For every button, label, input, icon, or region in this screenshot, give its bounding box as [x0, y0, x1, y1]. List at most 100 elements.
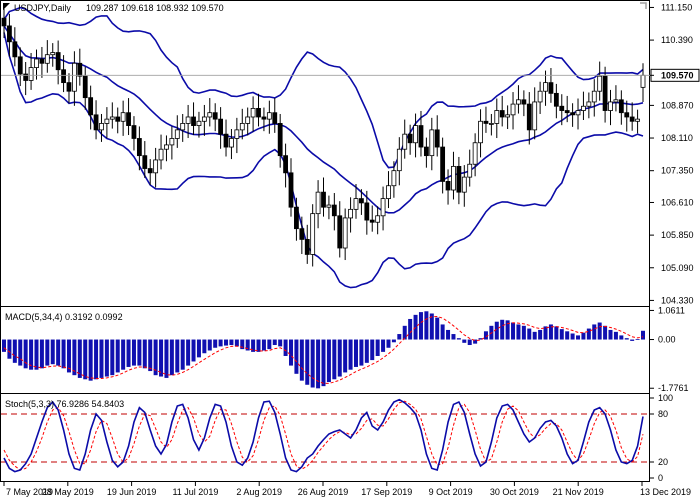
- price-ohlc-readout: 109.287 109.618 108.932 109.570: [86, 3, 224, 13]
- candle-body: [50, 52, 56, 56]
- candle-body: [467, 163, 473, 178]
- candle-body: [526, 103, 532, 131]
- macd-bar: [240, 339, 245, 350]
- current-price-label: 109.570: [661, 70, 694, 80]
- candle-body: [229, 138, 234, 148]
- macd-bar: [18, 339, 23, 366]
- macd-bar: [7, 339, 12, 359]
- candle-body: [581, 105, 586, 111]
- macd-bar: [576, 335, 581, 340]
- candle-body: [478, 120, 483, 144]
- macd-bar: [186, 339, 191, 366]
- macd-bar: [251, 339, 256, 352]
- macd-bar: [505, 320, 510, 340]
- price-tick-label: 104.330: [661, 295, 694, 305]
- candle-body: [93, 114, 99, 131]
- macd-bar: [137, 339, 142, 366]
- macd-bar: [348, 339, 353, 370]
- stoch-main-path: [3, 398, 644, 473]
- stoch-axis: 100 80 20 0: [650, 393, 673, 483]
- candle-body: [359, 198, 364, 204]
- macd-bar: [294, 339, 299, 374]
- macd-bar: [516, 324, 521, 340]
- candle-body: [418, 125, 424, 148]
- candle-body: [44, 54, 50, 64]
- macd-bar: [586, 328, 591, 340]
- macd-bar: [565, 331, 570, 340]
- macd-bar: [603, 325, 608, 340]
- stoch-signal-path: [3, 400, 644, 471]
- candle-body: [250, 107, 256, 118]
- candle-body: [39, 58, 45, 64]
- time-tick-label: 11 Jul 2019: [172, 487, 218, 497]
- macd-bar: [196, 339, 201, 358]
- stoch-tick-label: 100: [658, 393, 673, 403]
- candle-body: [586, 101, 592, 107]
- candle-body: [494, 110, 500, 124]
- macd-bar: [478, 338, 483, 340]
- macd-bar: [353, 339, 358, 367]
- candle-body: [521, 99, 527, 105]
- candle-body: [396, 148, 402, 172]
- macd-bar: [289, 339, 294, 366]
- candle-body: [245, 116, 251, 124]
- candle-body: [261, 116, 267, 120]
- macd-bar: [175, 339, 180, 373]
- macd-bar: [229, 339, 234, 346]
- macd-bar: [261, 339, 266, 351]
- candle-body: [321, 191, 326, 208]
- candle-body: [185, 116, 191, 124]
- candles: [1, 8, 646, 267]
- macd-bar: [538, 329, 543, 340]
- macd-bar: [234, 339, 239, 347]
- macd-bar: [12, 339, 17, 363]
- candle-body: [613, 99, 619, 103]
- macd-bar: [408, 318, 413, 340]
- candle-body: [608, 101, 613, 111]
- candle-body: [429, 129, 435, 157]
- macd-bar: [375, 339, 380, 356]
- macd-bar: [39, 339, 44, 369]
- macd-bar: [554, 326, 559, 340]
- macd-bar: [267, 339, 272, 350]
- candle-body: [164, 144, 169, 150]
- candle-body: [158, 148, 164, 161]
- macd-bar: [543, 326, 548, 340]
- current-price-line: 109.570: [1, 68, 700, 82]
- macd-bar: [451, 334, 456, 340]
- macd-bar: [386, 339, 391, 348]
- macd-bar: [169, 339, 174, 376]
- candle-body: [451, 165, 456, 191]
- macd-bar: [494, 321, 499, 340]
- macd-bar: [121, 339, 126, 370]
- candle-body: [353, 198, 359, 210]
- macd-bar: [641, 330, 645, 340]
- price-title: USDJPY,Daily: [14, 3, 71, 13]
- macd-bar: [256, 339, 261, 352]
- candle-body: [618, 99, 624, 114]
- macd-bar: [500, 319, 505, 340]
- candle-body: [207, 112, 213, 118]
- macd-tick-label: -1.7761: [658, 383, 689, 393]
- candle-body: [391, 170, 397, 187]
- macd-bar: [148, 339, 153, 372]
- candle-body: [543, 82, 548, 92]
- macd-bar: [245, 339, 250, 351]
- macd-bar: [559, 329, 564, 340]
- candle-body: [624, 112, 630, 118]
- candle-body: [169, 138, 175, 146]
- macd-bar: [126, 339, 131, 367]
- candle-body: [66, 82, 72, 92]
- candle-body: [570, 112, 576, 116]
- stoch-panel-frame: [0, 393, 650, 482]
- macd-bar: [332, 339, 337, 380]
- candle-body: [71, 62, 77, 92]
- price-tick-label: 105.090: [661, 263, 694, 273]
- macd-bar: [630, 339, 635, 341]
- candle-body: [348, 208, 353, 219]
- macd-bar: [592, 324, 597, 340]
- candle-body: [472, 142, 478, 165]
- macd-axis: 1.0611 0.00 -1.7761: [650, 305, 689, 393]
- candle-body: [218, 118, 224, 135]
- price-tick-label: 108.870: [661, 100, 694, 110]
